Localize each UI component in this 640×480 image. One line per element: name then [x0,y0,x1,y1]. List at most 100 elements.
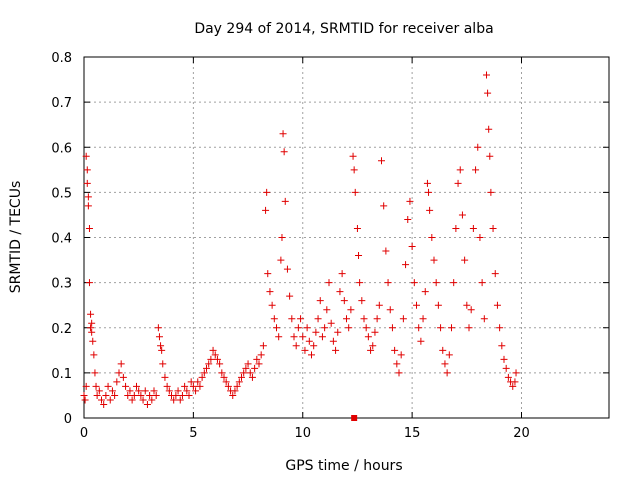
data-point [218,369,226,377]
data-point [128,396,136,404]
data-point [480,315,488,323]
data-point [266,288,274,296]
data-point [185,391,193,399]
data-point [268,301,276,309]
data-point [456,166,464,174]
data-point [113,378,121,386]
data-point [100,400,108,408]
data-point [137,391,145,399]
data-point [509,382,517,390]
grid-lines [84,57,609,418]
data-point [452,224,460,232]
data-point [353,224,361,232]
data-point [281,197,289,205]
data-point [327,319,335,327]
data-point [384,279,392,287]
data-point [231,387,239,395]
data-point [207,355,215,363]
data-point [222,378,230,386]
data-point [83,166,91,174]
data-point [426,206,434,214]
data-point [84,202,92,210]
y-tick-label: 0.8 [51,51,72,66]
data-point [292,342,300,350]
data-point [224,382,232,390]
data-point [124,391,132,399]
data-point [301,346,309,354]
data-point [194,378,202,386]
y-tick-label: 0.3 [51,277,72,292]
data-point [485,125,493,133]
data-point-square [351,415,358,421]
data-point [397,351,405,359]
data-point [391,346,399,354]
data-point [314,315,322,323]
data-point [375,301,383,309]
data-point [233,382,241,390]
data-point [334,328,342,336]
data-point [415,324,423,332]
data-point [299,333,307,341]
x-axis-label: GPS time / hours [285,458,402,474]
data-point [213,355,221,363]
data-point [417,337,425,345]
data-point [355,252,363,260]
data-point [502,364,510,372]
data-point [441,360,449,368]
data-point [283,265,291,273]
data-point [155,333,163,341]
y-axis-label: SRMTID / TECUs [8,181,24,294]
data-point [238,373,245,381]
data-point [170,396,178,404]
data-point [187,378,195,386]
data-point [465,324,473,332]
data-point [437,324,445,332]
data-point [349,152,357,160]
data-point [81,396,89,404]
data-point [273,324,280,332]
data-point [126,387,134,395]
data-point [176,396,184,404]
data-point [135,387,143,395]
data-point [172,391,180,399]
data-point [148,396,156,404]
data-point [229,391,237,399]
data-point [84,193,92,201]
data-point [345,324,353,332]
data-point [423,179,431,187]
data-point [323,306,331,314]
data-point [469,224,477,232]
data-point [294,324,302,332]
data-point [484,89,492,97]
data-point [386,306,394,314]
data-point [303,324,311,332]
data-point [310,342,318,350]
data-point [474,143,482,151]
data-point [196,382,204,390]
y-tick-label: 0.7 [51,96,72,111]
data-point [496,324,504,332]
data-point [408,243,416,251]
data-point [146,391,154,399]
data-point [277,256,285,264]
data-point [264,270,272,278]
data-point [399,315,407,323]
data-point [367,346,375,354]
data-point [360,315,368,323]
data-point [262,206,270,214]
data-point [278,234,286,241]
data-point [200,369,208,377]
data-point [255,360,263,368]
data-point [478,279,486,287]
data-point [504,373,512,381]
data-point [450,279,458,287]
data-point [161,373,169,381]
data-point [95,387,103,395]
data-point [371,328,379,336]
data-point [87,310,95,318]
data-point [159,360,167,368]
data-point [216,360,224,368]
data-point [80,391,88,399]
data-point [108,387,116,395]
